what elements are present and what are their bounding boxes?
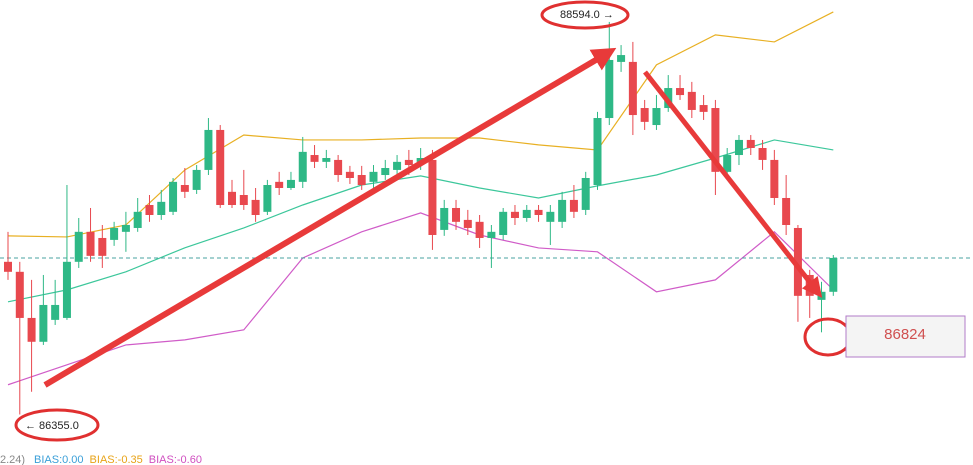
candle-body — [334, 159, 343, 176]
candle-body — [51, 304, 60, 320]
candle-body — [74, 231, 83, 262]
candle-body — [251, 199, 260, 215]
candle-body — [86, 231, 95, 256]
candle-body — [275, 181, 284, 188]
candle-body — [628, 61, 637, 116]
candle-body — [169, 181, 178, 212]
candle-body — [310, 155, 319, 162]
band-line — [7, 139, 834, 303]
low-label: ← 86355.0 — [25, 420, 79, 432]
candle-body — [652, 108, 661, 126]
candle-body — [322, 158, 331, 162]
band-line — [7, 212, 834, 386]
candle-body — [428, 159, 437, 235]
candle-body — [723, 155, 732, 172]
candle-body — [522, 209, 531, 218]
candle-body — [62, 261, 71, 318]
candle-body — [593, 118, 602, 186]
indicator-label: BIAS:-0.35 — [90, 454, 143, 465]
candle-body — [617, 55, 626, 62]
candle-body — [228, 191, 237, 206]
candle-body — [98, 237, 107, 256]
indicator-prefix: 2.24) — [0, 454, 25, 465]
candle-body — [711, 108, 720, 172]
highlight-circle — [14, 408, 100, 442]
candle-body — [558, 199, 567, 222]
candle-body — [734, 139, 743, 156]
price-label: 86824 — [884, 326, 926, 343]
candle-body — [239, 195, 248, 206]
candle-body — [581, 177, 590, 210]
candle-body — [357, 175, 366, 186]
candle-body — [157, 201, 166, 215]
candle-body — [440, 207, 449, 230]
candle-body — [263, 185, 272, 212]
candle-body — [298, 151, 307, 182]
candle-body — [145, 205, 154, 215]
candle-body — [605, 59, 614, 119]
candle-body — [463, 219, 472, 228]
candle-body — [817, 291, 826, 300]
candle-body — [180, 185, 189, 192]
candle-body — [4, 261, 12, 272]
candle-body — [699, 105, 708, 112]
indicator-label: BIAS:-0.60 — [149, 454, 202, 465]
candle-body — [499, 211, 508, 235]
candle-body — [452, 207, 461, 222]
candle-body — [404, 159, 413, 166]
candle-body — [487, 231, 496, 238]
candle-body — [110, 227, 119, 240]
candle-body — [39, 304, 48, 342]
candle-body — [345, 171, 354, 178]
candle-body — [746, 139, 755, 149]
candle-body — [758, 148, 767, 160]
candle-body — [27, 317, 36, 342]
indicator-label: BIAS:0.00 — [34, 454, 84, 465]
band-line — [7, 11, 834, 238]
candle-body — [782, 197, 791, 225]
candle-body — [475, 221, 484, 238]
candle-body — [216, 129, 225, 206]
highlight-circle — [803, 317, 853, 357]
candle-body — [192, 169, 201, 190]
highlight-circle — [540, 0, 630, 30]
candle-body — [286, 179, 295, 188]
candle-body — [133, 211, 142, 228]
candle-body — [534, 209, 543, 215]
candle-body — [15, 271, 24, 318]
candle-body — [381, 167, 390, 176]
price-box — [845, 315, 966, 358]
high-label: 88594.0 → — [560, 9, 614, 21]
candle-body — [369, 171, 378, 182]
candle-body — [640, 108, 649, 122]
candle-body — [793, 227, 802, 296]
candle-body — [569, 199, 578, 212]
candle-body — [121, 224, 130, 232]
candle-body — [510, 211, 519, 218]
candle-body — [770, 159, 779, 198]
candle-body — [546, 211, 555, 222]
arrow — [643, 70, 823, 298]
candle-body — [687, 91, 696, 110]
candle-body — [204, 129, 213, 170]
candle-body — [676, 88, 685, 96]
candle-body — [829, 257, 838, 292]
arrow — [43, 47, 617, 388]
candle-body — [393, 161, 402, 170]
